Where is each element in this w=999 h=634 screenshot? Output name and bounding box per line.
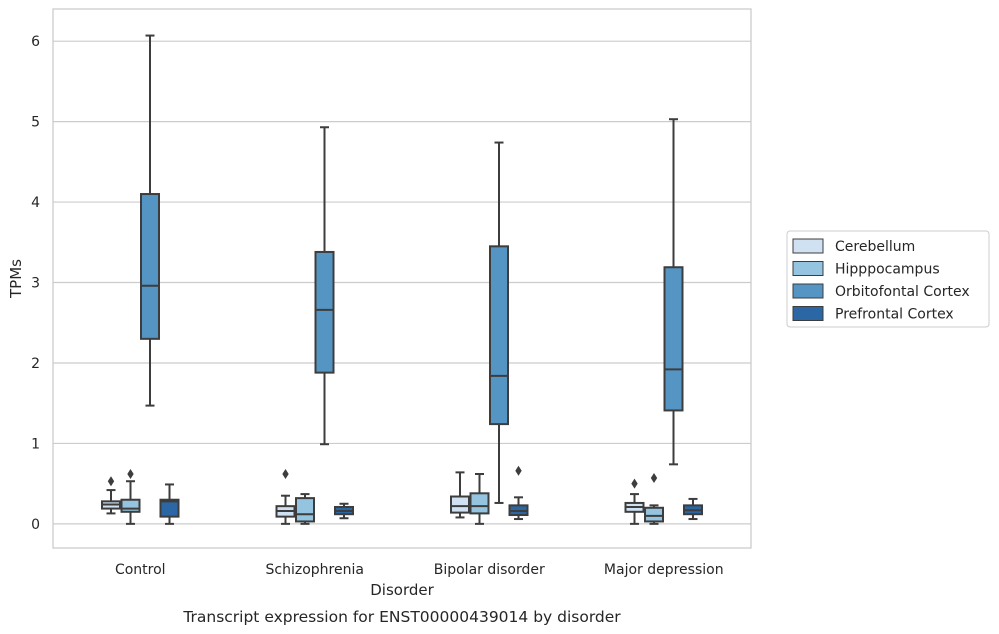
box-body: [120, 498, 141, 513]
outlier-point: [631, 478, 638, 489]
box-body: [295, 497, 315, 523]
y-tick-label: 1: [31, 436, 40, 452]
y-tick-label: 0: [31, 517, 40, 533]
legend-label: Cerebellum: [835, 239, 915, 255]
legend-swatch: [792, 306, 824, 321]
box-3-1: [334, 502, 354, 520]
outlier-point: [127, 468, 134, 479]
outlier-point: [515, 465, 522, 476]
y-axis-title: TPMs: [7, 259, 25, 299]
box-body: [644, 506, 664, 523]
y-tick-label: 2: [31, 356, 40, 372]
chart-caption: Transcript expression for ENST0000043901…: [182, 608, 621, 626]
legend-swatch: [792, 283, 824, 299]
y-tick-label: 4: [31, 195, 40, 211]
box-0-1: [275, 468, 296, 525]
outlier-point: [107, 476, 115, 487]
legend-frame: [786, 230, 990, 328]
box-1-2: [469, 472, 490, 525]
box-2-0: [140, 34, 160, 407]
outlier-point: [282, 468, 289, 479]
box-0-0: [101, 476, 121, 515]
box-groups: [101, 34, 703, 525]
box-2-2: [489, 141, 509, 504]
box-0-3: [624, 478, 645, 525]
y-tick-labels: 0 1 2 3 4 5 6: [31, 34, 40, 533]
box-0-2: [450, 471, 470, 519]
box-3-2: [508, 465, 529, 521]
y-tick-label: 3: [31, 276, 40, 292]
box-2-1: [314, 126, 335, 446]
box-body: [489, 245, 509, 426]
y-tick-label: 5: [31, 115, 40, 131]
box-3-3: [683, 497, 703, 521]
x-axis-title: Disorder: [370, 581, 434, 599]
box-body: [140, 193, 160, 340]
box-body: [314, 250, 335, 374]
x-tick-label: Major depression: [604, 562, 724, 578]
legend-swatch: [792, 238, 824, 254]
x-tick-label: Control: [115, 562, 166, 578]
plot-frame: [52, 8, 752, 549]
legend-label: Orbitofontal Cortex: [835, 284, 970, 300]
box-body: [663, 266, 684, 412]
x-tick-label: Schizophrenia: [266, 562, 364, 578]
y-tick-label: 6: [31, 34, 40, 50]
box-2-3: [663, 118, 684, 466]
legend-swatch: [792, 261, 824, 276]
x-tick-label: Bipolar disorder: [434, 562, 545, 578]
legend-label: Hipppocampus: [835, 262, 940, 278]
legend: Cerebellum Hipppocampus Orbitofontal Corte…: [786, 230, 990, 328]
box-1-0: [120, 468, 141, 525]
box-1-1: [295, 493, 315, 525]
x-tick-labels: Control Schizophrenia Bipolar disorder Majo…: [115, 562, 724, 578]
box-1-3: [644, 473, 664, 525]
box-body: [159, 498, 180, 518]
legend-label: Prefrontal Cortex: [835, 307, 954, 323]
outlier-point: [650, 473, 658, 484]
grid-lines: [53, 40, 751, 525]
box-body: [450, 495, 470, 514]
box-body: [469, 492, 490, 515]
box-3-0: [159, 483, 180, 525]
